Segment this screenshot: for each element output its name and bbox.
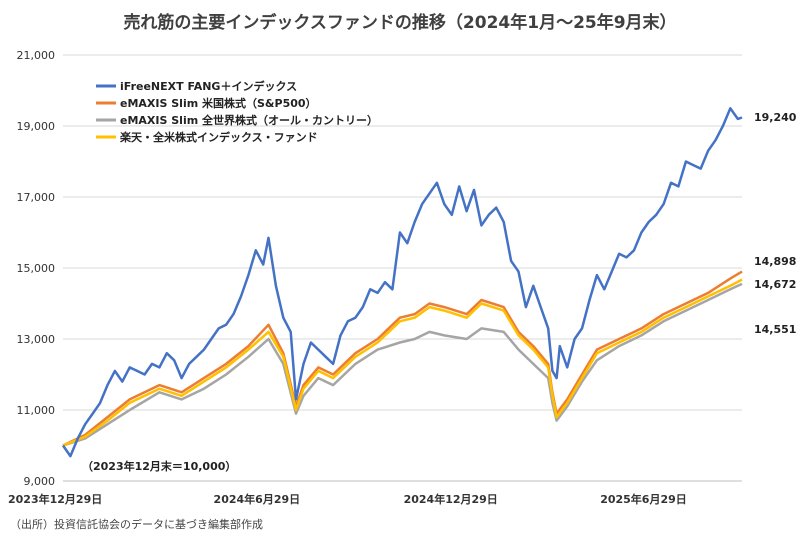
y-tick-label: 21,000: [17, 49, 56, 62]
series-line-3: [62, 282, 743, 447]
x-tick-label: 2023年12月29日: [8, 492, 102, 506]
y-tick-label: 17,000: [17, 191, 56, 204]
legend-label: 楽天・全米株式インデックス・ファンド: [119, 130, 318, 144]
base-value-annotation: （2023年12月末＝10,000）: [82, 459, 236, 473]
grid-lines: [63, 54, 742, 482]
y-axis-ticks: 9,000 11,000 13,000 15,000 17,000 19,000 21,00…: [17, 49, 56, 488]
x-tick-label: 2025年6月29日: [600, 492, 687, 506]
legend-label: eMAXIS Slim 米国株式（S&P500）: [120, 96, 317, 110]
end-value-labels: 19,240 14,898 14,551 14,672: [754, 111, 797, 336]
y-tick-label: 9,000: [24, 475, 56, 488]
series-line-4: [62, 278, 743, 447]
y-tick-label: 15,000: [17, 262, 56, 275]
x-tick-label: 2024年12月29日: [404, 492, 498, 506]
end-value-label: 14,551: [754, 323, 796, 336]
x-tick-label: 2024年6月29日: [214, 492, 301, 506]
series-lines: [61, 107, 743, 458]
end-value-label: 19,240: [754, 111, 797, 124]
x-axis-ticks: 2023年12月29日 2024年6月29日 2024年12月29日 2025年6月2…: [8, 492, 687, 506]
y-tick-label: 11,000: [17, 404, 56, 417]
y-tick-label: 13,000: [17, 333, 56, 346]
series-line-1: [61, 107, 743, 458]
chart-title: 売れ筋の主要インデックスファンドの推移（2024年1月～25年9月末）: [123, 12, 676, 33]
end-value-label: 14,672: [754, 278, 796, 291]
legend-label: iFreeNEXT FANG＋インデックス: [120, 79, 297, 93]
legend-label: eMAXIS Slim 全世界株式（オール・カントリー）: [120, 113, 378, 127]
source-note: （出所）投資信託協会のデータに基づき編集部作成: [10, 517, 263, 531]
series-line-2: [62, 270, 743, 447]
y-tick-label: 19,000: [17, 120, 56, 133]
end-value-label: 14,898: [754, 255, 796, 268]
legend: iFreeNEXT FANG＋インデックス eMAXIS Slim 米国株式（S&…: [96, 79, 378, 144]
